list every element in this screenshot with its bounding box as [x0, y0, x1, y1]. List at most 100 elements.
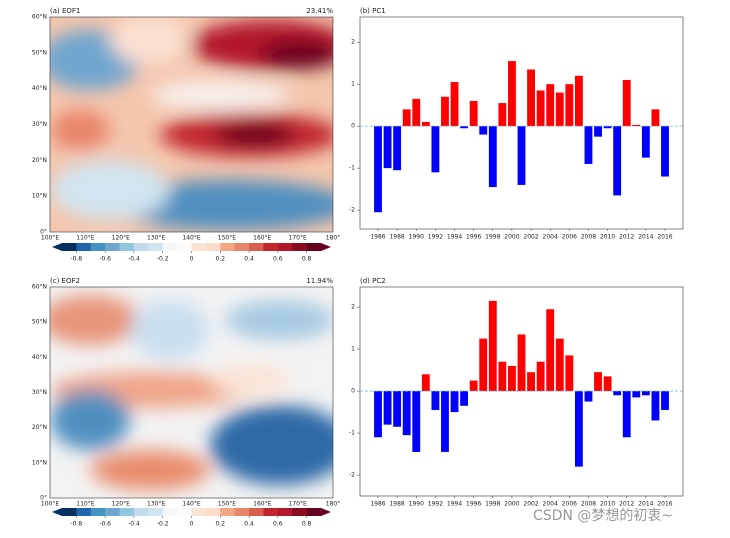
colorbar-segment [220, 508, 235, 516]
x-tick-label: 2002 [523, 501, 538, 508]
x-tick-label: 1988 [389, 501, 404, 508]
y-tick-label: -2 [349, 472, 355, 479]
x-tick-label: 1994 [447, 234, 462, 241]
colorbar-segment [148, 508, 164, 516]
x-tick-label: 2002 [523, 234, 538, 241]
bar [421, 374, 430, 392]
x-tick-label: 140°E [182, 235, 200, 242]
y-tick-label: 10°N [32, 193, 47, 200]
map-frame [49, 286, 334, 499]
bar [479, 338, 488, 392]
y-tick-label: 50°N [32, 49, 47, 56]
colorbar-segment [205, 508, 221, 516]
x-tick-label: 140°E [182, 501, 200, 508]
explained-variance: 11.94% [306, 277, 333, 285]
x-tick-label: 180° [326, 235, 340, 242]
x-tick-label: 130°E [147, 235, 165, 242]
bar [450, 391, 459, 413]
y-tick-label: 0 [351, 123, 355, 130]
y-tick-label: -1 [349, 430, 355, 437]
y-tick-label: 1 [351, 346, 355, 353]
colorbar-end [321, 508, 331, 516]
bar [613, 391, 622, 396]
colorbar-segment [119, 508, 135, 516]
y-tick-label: 2 [351, 39, 355, 46]
colorbar-segment [62, 243, 77, 251]
y-tick-label: 1 [351, 81, 355, 88]
bar [536, 361, 545, 392]
colorbar-segment [306, 243, 322, 251]
bar [584, 391, 593, 402]
bar [622, 391, 631, 438]
colorbar-tick-label: 0.8 [302, 521, 312, 528]
x-tick-label: 2006 [562, 234, 577, 241]
x-tick-label: 1996 [466, 234, 481, 241]
bar [661, 126, 669, 177]
x-tick-label: 1998 [485, 501, 500, 508]
x-tick-label: 2012 [619, 234, 634, 241]
plot-frame [359, 286, 684, 497]
y-tick-label: 40°N [32, 85, 47, 92]
y-tick-label: 60°N [32, 14, 47, 21]
bar [594, 372, 602, 392]
bar [651, 391, 660, 421]
colorbar-segment [105, 243, 120, 251]
colorbar-segment [105, 508, 120, 516]
colorbar-segment [277, 508, 293, 516]
x-tick-label: 120°E [112, 501, 130, 508]
x-tick-label: 1990 [409, 501, 424, 508]
colorbar-segment [148, 243, 164, 251]
colorbar-tick-label: 0.4 [244, 521, 254, 528]
colorbar-segment [76, 508, 92, 516]
bar [622, 79, 631, 127]
x-tick-label: 160°E [253, 235, 271, 242]
y-tick-label: 30°N [32, 121, 47, 128]
x-tick-label: 1990 [409, 234, 424, 241]
colorbar-segment [234, 243, 250, 251]
bar [412, 391, 421, 452]
bar [555, 92, 564, 127]
colorbar-tick-label: 0.2 [216, 521, 226, 528]
colorbar-segment [205, 243, 221, 251]
colorbar-segment [306, 508, 322, 516]
bar [641, 126, 650, 158]
x-tick-label: 130°E [147, 501, 165, 508]
colorbar-segment [191, 243, 207, 251]
x-tick-label: 170°E [289, 501, 307, 508]
bar [488, 300, 497, 392]
x-tick-label: 2012 [619, 501, 634, 508]
colorbar-segment [249, 243, 264, 251]
bar [527, 69, 535, 127]
colorbar-segment [76, 243, 92, 251]
colorbar-segment [220, 243, 235, 251]
colorbar-tick-label: 0 [190, 256, 194, 263]
x-tick-label: 2014 [638, 501, 653, 508]
panel-title: (c) EOF2 [50, 277, 80, 285]
x-tick-label: 1996 [466, 501, 481, 508]
bar [469, 100, 478, 127]
bar [431, 391, 440, 410]
bar [555, 338, 564, 392]
colorbar-tick-label: -0.2 [157, 256, 169, 263]
bar [527, 372, 535, 392]
colorbar-segment [133, 243, 149, 251]
bar [603, 376, 612, 392]
y-tick-label: 60°N [32, 284, 47, 291]
bar [565, 355, 574, 392]
x-tick-label: 1998 [485, 234, 500, 241]
bar [517, 126, 526, 185]
x-tick-label: 2008 [581, 234, 596, 241]
colorbar-segment [90, 508, 106, 516]
panel-title: (b) PC1 [360, 7, 386, 15]
bar [460, 126, 469, 129]
colorbar-segment [277, 243, 293, 251]
x-tick-label: 1992 [428, 501, 443, 508]
bar [488, 126, 497, 188]
bar [402, 391, 411, 436]
x-tick-label: 2000 [504, 234, 519, 241]
bar [383, 126, 392, 169]
map-frame [49, 16, 334, 233]
x-tick-label: 170°E [289, 235, 307, 242]
bar [498, 103, 507, 127]
bar [393, 391, 402, 427]
